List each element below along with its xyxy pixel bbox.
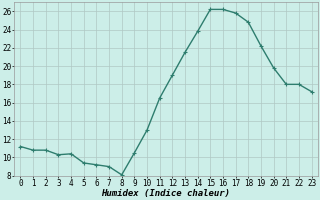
X-axis label: Humidex (Indice chaleur): Humidex (Indice chaleur) <box>101 189 230 198</box>
